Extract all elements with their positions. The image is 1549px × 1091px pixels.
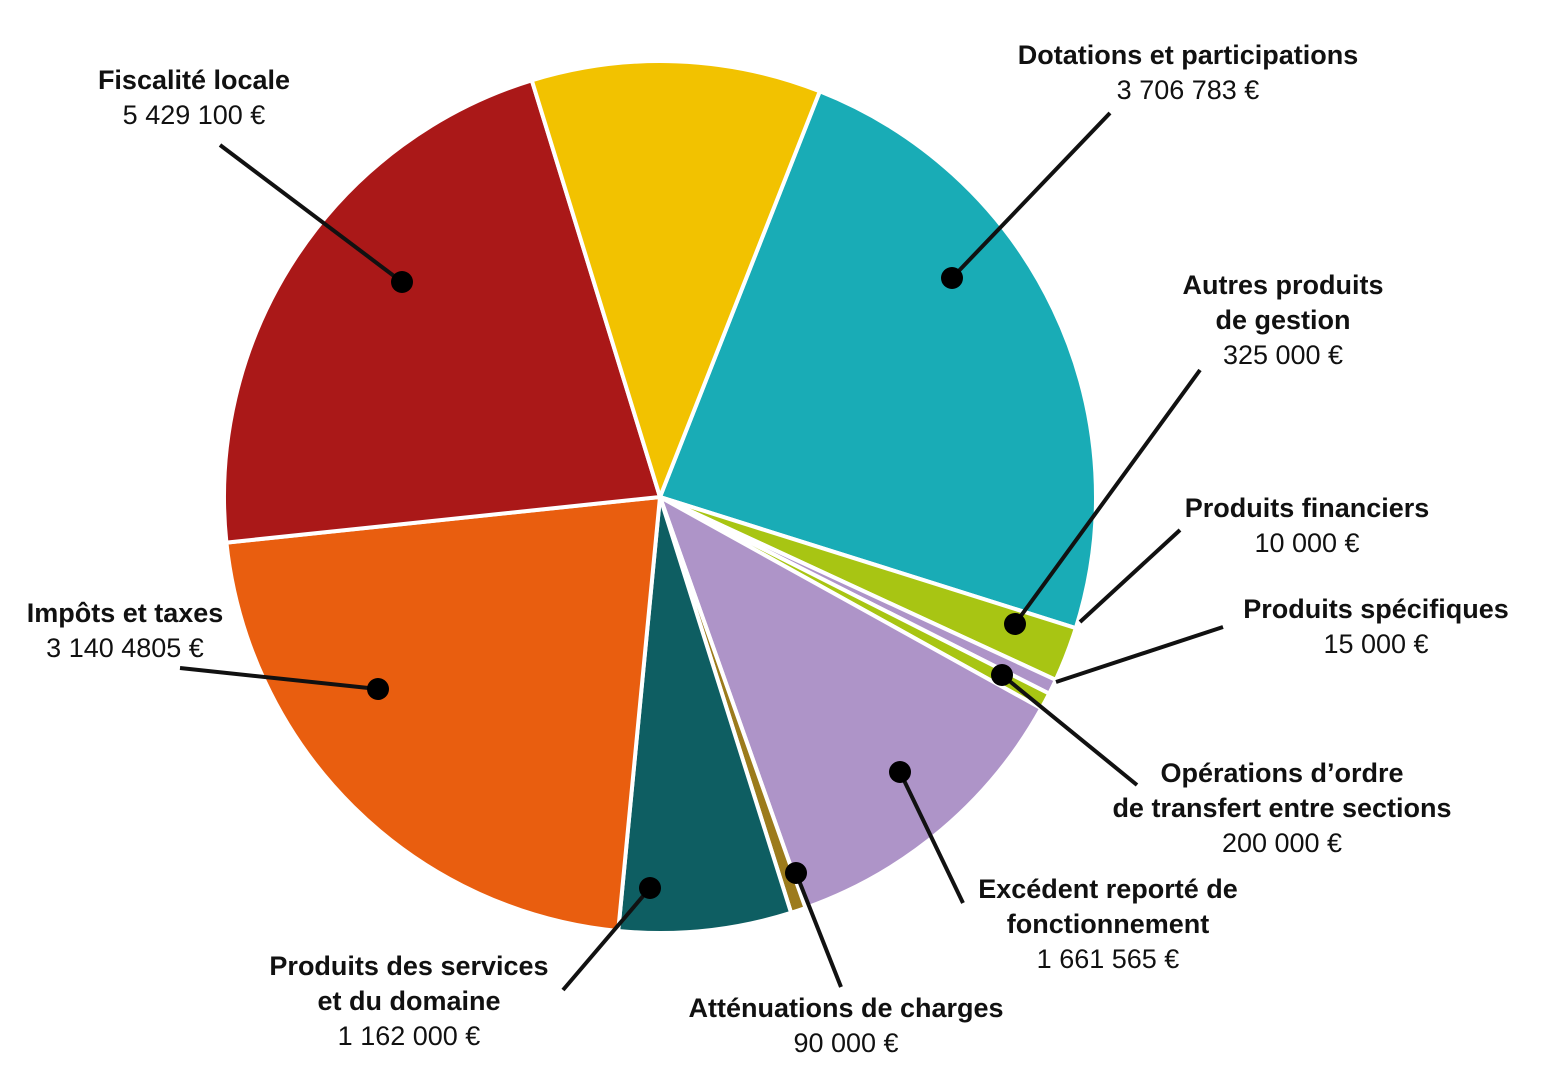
slice-label-value: 1 162 000 € [338,1021,481,1051]
slice-label-name: Excédent reporté de [978,874,1238,904]
slice-marker-dot [639,877,661,899]
slice-label-value: 10 000 € [1254,528,1359,558]
slice-label-value: 15 000 € [1323,629,1428,659]
slice-label-name: et du domaine [317,986,500,1016]
slice-label-name: Produits financiers [1185,493,1430,523]
leader-line [794,872,843,988]
slice-marker-dot [889,761,911,783]
slice-label-name: Produits spécifiques [1243,594,1509,624]
leader-line [1000,673,1139,787]
slice-marker-dot [1004,613,1026,635]
pie-slice [224,495,662,933]
slice-label-name: de gestion [1215,305,1350,335]
leader-line [179,666,379,691]
slice-marker-dot [391,271,413,293]
slice-label-name: Opérations d’ordre [1160,758,1403,788]
leader-lines [179,111,1224,992]
pie-slice [658,495,1044,910]
slice-label-name: Atténuations de charges [688,993,1003,1023]
slice-label-value: 325 000 € [1223,340,1343,370]
slice-marker-dot [785,862,807,884]
slice-label-value: 3 140 4805 € [46,633,204,663]
slice-label-name: Produits des services [269,951,548,981]
leader-line [1055,625,1224,684]
pie-slice [529,59,822,499]
slice-label: Opérations d’ordre de transfert entre sec… [1112,758,1451,858]
slice-label-name: Autres produits [1182,270,1383,300]
slice-label-value: 200 000 € [1222,828,1342,858]
slice-label: Dotations et participations 3 706 783 € [1018,40,1359,105]
slice-label-value: 1 661 565 € [1037,944,1180,974]
slice-label: Impôts et taxes 3 140 4805 € [27,598,224,663]
slice-label-value: 5 429 100 € [123,100,266,130]
leader-line [950,111,1112,280]
pie-wedges [222,59,1098,935]
leader-line [218,143,404,284]
slice-label: Excédent reporté de fonctionnement 1 661 5… [978,874,1238,974]
slice-label-value: 90 000 € [793,1028,898,1058]
leader-line [561,886,652,992]
slice-label-name: Fiscalité locale [98,65,290,95]
slice-label-name: fonctionnement [1007,909,1210,939]
pie-slice [222,78,662,545]
leader-line [1078,528,1182,624]
slice-label-name: de transfert entre sections [1112,793,1451,823]
slice-label-name: Dotations et participations [1018,40,1359,70]
slice-label: Autres produits de gestion 325 000 € [1182,270,1383,370]
leader-line [898,771,965,904]
slice-labels: Dotations et participations 3 706 783 € Pr… [27,40,1509,1058]
slice-marker-dot [367,678,389,700]
slice-label: Atténuations de charges 90 000 € [688,993,1003,1058]
pie-slice [616,495,794,935]
slice-marker-dot [991,664,1013,686]
leader-line [1013,368,1202,626]
slice-label: Produits spécifiques 15 000 € [1243,594,1509,659]
slice-label: Produits des services et du domaine 1 162 … [269,951,548,1051]
slice-label-name: Impôts et taxes [27,598,224,628]
slice-label-value: 3 706 783 € [1117,75,1260,105]
slice-label: Fiscalité locale 5 429 100 € [98,65,290,130]
slice-label: Produits financiers 10 000 € [1185,493,1430,558]
slice-marker-dot [941,267,963,289]
